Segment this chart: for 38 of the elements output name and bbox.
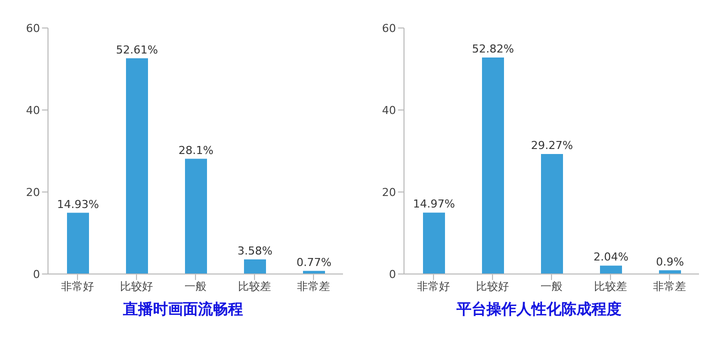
bar [185, 158, 207, 274]
bar [600, 266, 622, 274]
bar [482, 57, 504, 274]
x-tick-label: 一般 [540, 280, 562, 293]
x-tick-label: 比较好 [476, 280, 509, 293]
x-tick-label: 非常好 [417, 280, 450, 293]
x-tick-label: 比较差 [594, 280, 627, 293]
bar [423, 212, 445, 274]
data-label: 0.9% [656, 255, 684, 268]
data-label: 0.77% [296, 256, 332, 269]
y-tick-label: 20 [26, 186, 40, 199]
y-tick-label: 40 [26, 104, 40, 117]
y-tick-label: 0 [389, 268, 396, 281]
y-tick-label: 20 [382, 186, 396, 199]
text: 平台操作人性化陈成程度 [456, 300, 622, 319]
data-label: 14.97% [413, 198, 455, 211]
y-tick-label: 60 [382, 22, 396, 35]
bar [126, 58, 148, 274]
x-tick-label: 非常差 [297, 280, 330, 293]
y-tick-label: 60 [26, 22, 40, 35]
bar [541, 154, 563, 274]
x-tick-label: 非常差 [653, 280, 686, 293]
data-label: 2.04% [594, 250, 628, 264]
x-tick-label: 比较差 [238, 280, 271, 293]
data-label: 29.27% [531, 138, 573, 152]
bar [67, 212, 89, 274]
y-tick-label: 0 [33, 268, 40, 281]
data-label: 52.82% [472, 42, 514, 56]
x-tick-label: 非常好 [61, 280, 94, 293]
text: 直播时画面流畅程 [122, 300, 244, 319]
x-tick-label: 一般 [184, 280, 206, 293]
data-label: 14.93% [57, 198, 99, 211]
data-label: 3.58% [238, 244, 272, 258]
y-tick-label: 40 [382, 104, 396, 117]
data-label: 28.1% [178, 144, 214, 157]
bar [244, 259, 266, 274]
x-tick-label: 比较好 [120, 280, 153, 293]
data-label: 52.61% [116, 43, 158, 56]
